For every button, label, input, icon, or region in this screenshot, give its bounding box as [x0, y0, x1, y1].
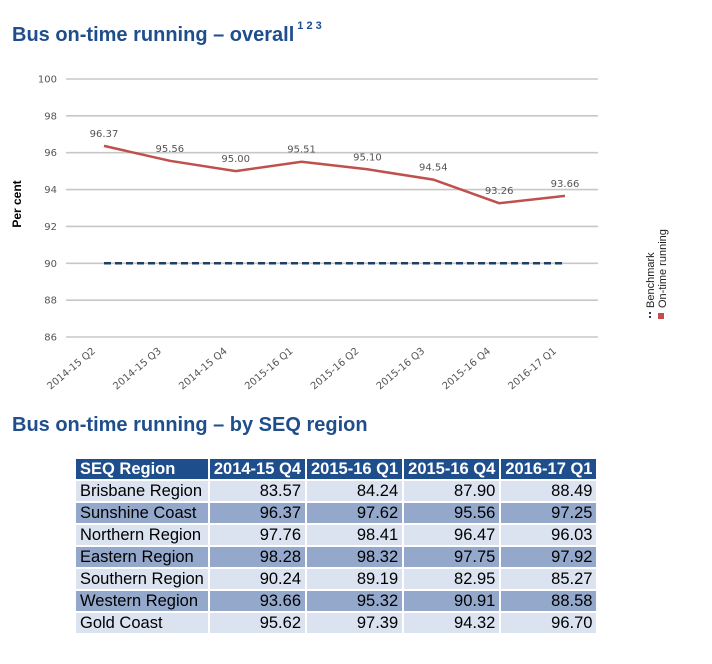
- value-cell: 82.95: [404, 569, 500, 589]
- x-tick-label: 2014-15 Q4: [177, 346, 229, 392]
- data-labels: 96.37 95.56 95.00 95.51 95.10 94.54 93.26 93.66: [90, 129, 580, 197]
- region-name-cell: Sunshine Coast: [76, 503, 208, 523]
- chart-series: [103, 144, 566, 265]
- y-tick-label: 94: [44, 185, 57, 196]
- value-cell: 98.41: [307, 525, 403, 545]
- value-cell: 96.70: [501, 613, 597, 633]
- data-label: 95.00: [221, 154, 250, 165]
- data-label: 95.56: [156, 144, 185, 155]
- chart-title-footnotes: 1 2 3: [297, 20, 322, 33]
- table-row: Sunshine Coast 96.37 97.62 95.56 97.25: [76, 503, 597, 523]
- value-cell: 97.25: [501, 503, 597, 523]
- value-cell: 96.03: [501, 525, 597, 545]
- x-tick-label: 2015-16 Q3: [375, 346, 427, 392]
- table-body: Brisbane Region 83.57 84.24 87.90 88.49 Sunsh…: [76, 481, 597, 633]
- table-row: Gold Coast 95.62 97.39 94.32 96.70: [76, 613, 597, 633]
- table-header-cell: 2014-15 Q4: [209, 459, 305, 479]
- table-row: Western Region 93.66 95.32 90.91 88.58: [76, 591, 597, 611]
- x-axis-ticks: 2014-15 Q2 2014-15 Q3 2014-15 Q4 2015-16 Q1…: [46, 346, 559, 392]
- table-header-row: SEQ Region 2014-15 Q4 2015-16 Q1 2015-16 Q4…: [76, 459, 597, 479]
- value-cell: 95.62: [209, 613, 305, 633]
- region-table: SEQ Region 2014-15 Q4 2015-16 Q1 2015-16 Q4…: [74, 457, 598, 635]
- data-label: 96.37: [90, 129, 119, 140]
- data-label: 93.26: [485, 186, 514, 197]
- table-header-cell: 2016-17 Q1: [501, 459, 597, 479]
- y-tick-label: 96: [44, 148, 57, 159]
- data-label: 93.66: [551, 179, 580, 190]
- value-cell: 95.56: [404, 503, 500, 523]
- y-axis-ticks: 86 88 90 92 94 96 98 100: [38, 75, 57, 344]
- legend-ontime-marker: [658, 313, 664, 319]
- value-cell: 97.62: [307, 503, 403, 523]
- table-row: Northern Region 97.76 98.41 96.47 96.03: [76, 525, 597, 545]
- value-cell: 95.32: [307, 591, 403, 611]
- data-label: 95.10: [353, 152, 382, 163]
- table-title: Bus on-time running – by SEQ region: [12, 414, 368, 436]
- value-cell: 84.24: [307, 481, 403, 501]
- value-cell: 88.49: [501, 481, 597, 501]
- value-cell: 97.75: [404, 547, 500, 567]
- y-tick-label: 90: [44, 259, 57, 270]
- region-name-cell: Eastern Region: [76, 547, 208, 567]
- region-name-cell: Northern Region: [76, 525, 208, 545]
- region-name-cell: Western Region: [76, 591, 208, 611]
- y-tick-label: 98: [44, 111, 57, 122]
- value-cell: 88.58: [501, 591, 597, 611]
- chart-gridlines: [66, 78, 598, 338]
- value-cell: 85.27: [501, 569, 597, 589]
- value-cell: 94.32: [404, 613, 500, 633]
- x-tick-label: 2015-16 Q1: [243, 346, 295, 392]
- value-cell: 83.57: [209, 481, 305, 501]
- value-cell: 87.90: [404, 481, 500, 501]
- region-name-cell: Southern Region: [76, 569, 208, 589]
- series-line: [103, 144, 566, 205]
- y-axis-label: Per cent: [10, 180, 24, 227]
- legend-ontime-label: On-time running: [657, 229, 669, 308]
- y-tick-label: 88: [44, 296, 57, 307]
- value-cell: 89.19: [307, 569, 403, 589]
- y-tick-label: 92: [44, 222, 57, 233]
- value-cell: 98.28: [209, 547, 305, 567]
- x-tick-label: 2014-15 Q2: [46, 346, 98, 392]
- value-cell: 97.92: [501, 547, 597, 567]
- table-row: Eastern Region 98.28 98.32 97.75 97.92: [76, 547, 597, 567]
- value-cell: 96.37: [209, 503, 305, 523]
- chart-title: Bus on-time running – overall 1 2 3: [12, 20, 322, 47]
- value-cell: 98.32: [307, 547, 403, 567]
- value-cell: 93.66: [209, 591, 305, 611]
- value-cell: 90.24: [209, 569, 305, 589]
- data-label: 95.51: [287, 145, 316, 156]
- table-header-cell: SEQ Region: [76, 459, 208, 479]
- value-cell: 96.47: [404, 525, 500, 545]
- legend-benchmark-label: Benchmark: [645, 252, 657, 308]
- region-name-cell: Brisbane Region: [76, 481, 208, 501]
- chart-title-text: Bus on-time running – overall: [12, 24, 295, 46]
- data-label: 94.54: [419, 163, 448, 174]
- x-tick-label: 2015-16 Q4: [441, 346, 493, 392]
- x-tick-label: 2015-16 Q2: [309, 346, 361, 392]
- y-tick-label: 100: [38, 75, 57, 86]
- value-cell: 97.39: [307, 613, 403, 633]
- table-header-cell: 2015-16 Q1: [307, 459, 403, 479]
- region-name-cell: Gold Coast: [76, 613, 208, 633]
- x-tick-label: 2016-17 Q1: [507, 346, 559, 392]
- x-tick-label: 2014-15 Q3: [111, 346, 163, 392]
- table-header-cell: 2015-16 Q4: [404, 459, 500, 479]
- value-cell: 90.91: [404, 591, 500, 611]
- chart-legend: Benchmark On-time running: [645, 229, 669, 319]
- table-row: Southern Region 90.24 89.19 82.95 85.27: [76, 569, 597, 589]
- value-cell: 97.76: [209, 525, 305, 545]
- table-row: Brisbane Region 83.57 84.24 87.90 88.49: [76, 481, 597, 501]
- y-tick-label: 86: [44, 333, 57, 344]
